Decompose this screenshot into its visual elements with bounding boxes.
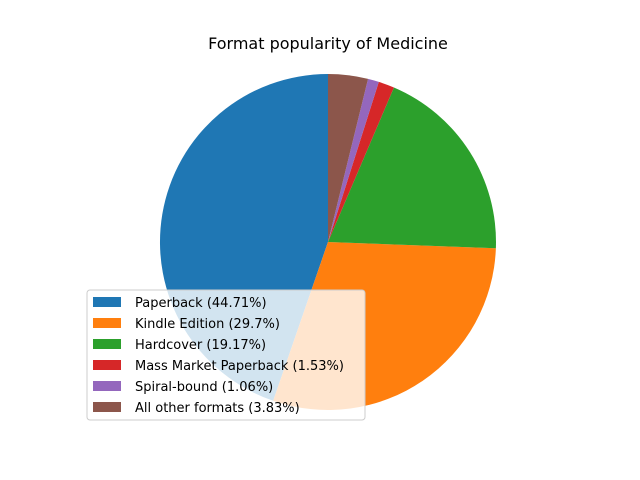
legend-swatch-1 xyxy=(93,318,121,328)
legend-label-5: All other formats (3.83%) xyxy=(135,401,300,416)
legend-label-2: Hardcover (19.17%) xyxy=(135,338,266,353)
legend-swatch-5 xyxy=(93,402,121,412)
pie-slice-4 xyxy=(328,78,379,242)
legend-swatch-0 xyxy=(93,297,121,307)
pie-slice-5 xyxy=(328,74,369,242)
legend-swatch-2 xyxy=(93,339,121,349)
legend-swatch-3 xyxy=(93,360,121,370)
legend-label-1: Kindle Edition (29.7%) xyxy=(135,317,280,332)
legend-label-3: Mass Market Paperback (1.53%) xyxy=(135,359,344,374)
pie-slice-2 xyxy=(328,87,496,249)
chart-title: Format popularity of Medicine xyxy=(208,34,448,53)
pie-slice-3 xyxy=(328,81,394,243)
legend-label-0: Paperback (44.71%) xyxy=(135,296,267,311)
legend-swatch-4 xyxy=(93,381,121,391)
legend-frame xyxy=(86,289,366,421)
legend: Paperback (44.71%) Kindle Edition (29.7%)… xyxy=(86,289,366,421)
legend-label-4: Spiral-bound (1.06%) xyxy=(135,380,273,395)
